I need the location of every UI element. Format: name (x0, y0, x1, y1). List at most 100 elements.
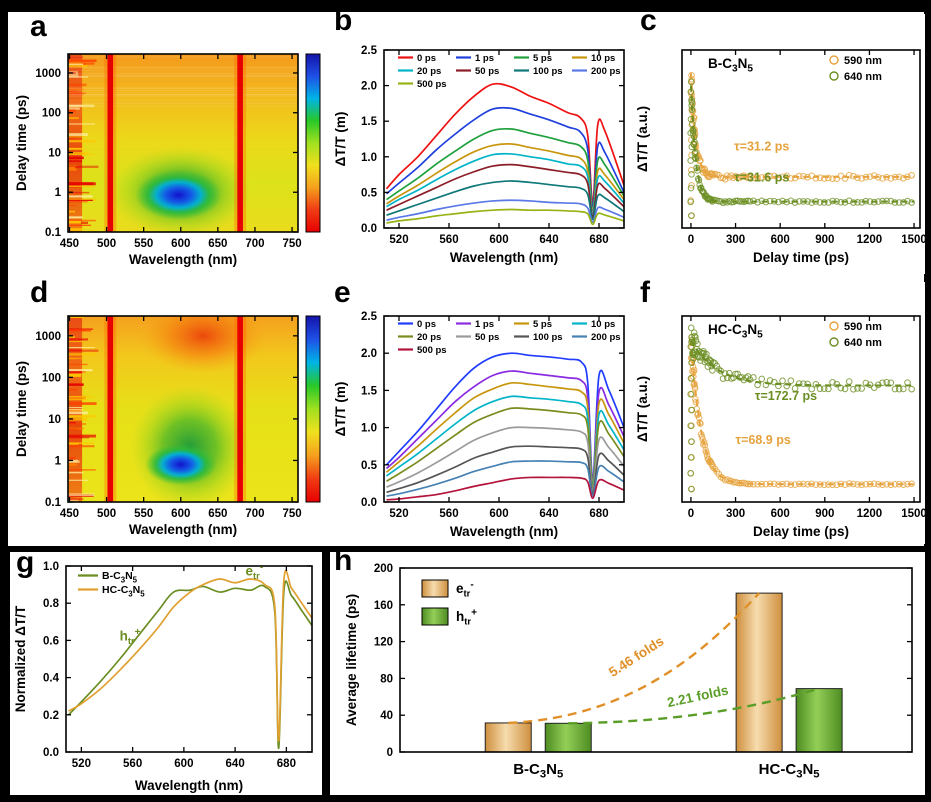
svg-text:200: 200 (374, 563, 393, 575)
svg-text:500: 500 (97, 508, 116, 520)
svg-text:500: 500 (97, 238, 116, 250)
svg-text:200 ps: 200 ps (591, 332, 621, 343)
svg-text:0.6: 0.6 (43, 635, 59, 647)
svg-text:450: 450 (60, 238, 79, 250)
svg-text:1000: 1000 (35, 68, 61, 80)
svg-text:750: 750 (282, 508, 301, 520)
svg-text:2.21 folds: 2.21 folds (666, 683, 730, 711)
svg-text:600: 600 (174, 758, 193, 770)
svg-text:600: 600 (171, 508, 190, 520)
svg-text:HC-C3N5: HC-C3N5 (708, 322, 763, 341)
svg-text:100: 100 (42, 372, 61, 384)
svg-text:Normalized ΔT/T: Normalized ΔT/T (13, 605, 28, 712)
panel-label-a: a (30, 10, 47, 43)
svg-text:640 nm: 640 nm (844, 337, 882, 349)
svg-text:10 ps: 10 ps (591, 319, 615, 330)
svg-text:0.0: 0.0 (43, 747, 59, 759)
svg-text:900: 900 (815, 508, 834, 520)
svg-text:Wavelength (nm): Wavelength (nm) (450, 250, 558, 265)
svg-text:etr-: etr- (245, 562, 263, 582)
svg-text:1.5: 1.5 (361, 385, 378, 397)
svg-text:ΔT/T (a.u.): ΔT/T (a.u.) (635, 376, 650, 442)
svg-text:0: 0 (387, 747, 393, 759)
svg-text:1500: 1500 (901, 234, 925, 246)
svg-text:640: 640 (226, 758, 245, 770)
panel-label-b: b (334, 4, 353, 37)
svg-text:2.0: 2.0 (361, 348, 377, 360)
svg-text:τ=31.6 ps: τ=31.6 ps (734, 171, 789, 185)
svg-text:2.5: 2.5 (361, 311, 378, 323)
svg-text:100: 100 (42, 108, 61, 120)
svg-text:1500: 1500 (901, 508, 925, 520)
panel-c: τ=31.2 ps τ=31.6 ps 0 300 600 900 1200 1500 Dela… (632, 14, 925, 274)
svg-text:640: 640 (539, 508, 558, 520)
svg-text:1: 1 (55, 455, 62, 467)
heatmap-b-c3n5-chart: 450 500 550 600 650 700 750 0.1 1 10 100 1000 Wavele… (14, 53, 321, 267)
svg-text:750: 750 (282, 238, 301, 250)
svg-text:300: 300 (726, 234, 745, 246)
panel-label-h: h (334, 544, 353, 577)
svg-text:Wavelength (nm): Wavelength (nm) (135, 778, 243, 793)
normalized-spectra-chart: 520 560 600 640 680 0.0 0.2 0.4 0.6 0.8 1.0 Wavelen… (13, 561, 313, 793)
svg-text:520: 520 (389, 234, 408, 246)
svg-text:1.5: 1.5 (361, 116, 378, 128)
panel-label-c: c (640, 4, 657, 37)
svg-text:40: 40 (380, 710, 393, 722)
svg-text:900: 900 (815, 234, 834, 246)
svg-text:0.1: 0.1 (45, 227, 62, 239)
svg-text:B-C3N5: B-C3N5 (513, 761, 563, 781)
svg-text:1000: 1000 (35, 331, 61, 343)
svg-text:τ=68.9 ps: τ=68.9 ps (736, 433, 791, 447)
svg-text:1.0: 1.0 (43, 561, 59, 573)
svg-text:htr+: htr+ (120, 627, 141, 647)
svg-text:100 ps: 100 ps (533, 332, 563, 343)
svg-text:20 ps: 20 ps (417, 66, 441, 77)
svg-text:590 nm: 590 nm (844, 321, 882, 333)
svg-text:0 ps: 0 ps (417, 53, 436, 64)
svg-text:B-C3N5: B-C3N5 (708, 56, 753, 75)
svg-text:Delay time (ps): Delay time (ps) (753, 250, 849, 265)
svg-text:0 ps: 0 ps (417, 319, 436, 330)
svg-text:0.4: 0.4 (43, 673, 60, 685)
svg-text:0.5: 0.5 (361, 187, 378, 199)
svg-text:500 ps: 500 ps (417, 345, 447, 356)
panel-a: 450 500 550 600 650 700 750 0.1 1 10 100 1000 Wavele… (10, 14, 330, 274)
panel-h: 5.46 folds 2.21 folds 0 40 80 120 160 200 Averag… (330, 552, 925, 795)
svg-text:600: 600 (489, 508, 508, 520)
svg-text:640: 640 (539, 234, 558, 246)
svg-text:1 ps: 1 ps (475, 319, 494, 330)
svg-text:1.0: 1.0 (361, 152, 377, 164)
svg-text:560: 560 (439, 508, 458, 520)
svg-text:2.5: 2.5 (361, 45, 378, 57)
svg-text:160: 160 (374, 600, 393, 612)
svg-text:50 ps: 50 ps (475, 332, 499, 343)
heatmap-hc-c3n5-chart: 450 500 550 600 650 700 750 0.1 1 10 100 1000 Wavele… (14, 315, 321, 537)
svg-text:B-C3N5: B-C3N5 (102, 570, 138, 585)
svg-text:τ=172.7 ps: τ=172.7 ps (755, 389, 817, 403)
svg-text:500 ps: 500 ps (417, 79, 447, 90)
svg-text:590 nm: 590 nm (844, 55, 882, 67)
svg-text:520: 520 (72, 758, 91, 770)
kinetics-hc-c3n5-chart: τ=68.9 ps τ=172.7 ps 0 300 600 900 1200 1500 Del… (635, 315, 925, 539)
svg-text:600: 600 (489, 234, 508, 246)
svg-text:Wavelength (nm): Wavelength (nm) (450, 524, 558, 539)
svg-text:0: 0 (688, 508, 694, 520)
svg-text:10 ps: 10 ps (591, 53, 615, 64)
svg-text:680: 680 (277, 758, 296, 770)
panel-b: 520 560 600 640 680 0.0 0.5 1.0 1.5 2.0 2.5 Wavelen… (330, 14, 632, 274)
svg-text:Delay time (ps): Delay time (ps) (14, 361, 29, 457)
kinetics-b-c3n5-chart: τ=31.2 ps τ=31.6 ps 0 300 600 900 1200 1500 Dela… (635, 49, 925, 265)
svg-text:1 ps: 1 ps (475, 53, 494, 64)
svg-text:680: 680 (589, 508, 608, 520)
svg-text:560: 560 (123, 758, 142, 770)
svg-text:htr+: htr+ (456, 608, 477, 628)
spectra-hc-c3n5-chart: 520 560 600 640 680 0.0 0.5 1.0 1.5 2.0 2.5 Wavelen… (333, 311, 625, 539)
panel-label-f: f (640, 276, 650, 309)
svg-text:5 ps: 5 ps (533, 319, 552, 330)
svg-text:0.1: 0.1 (45, 497, 62, 509)
svg-text:640 nm: 640 nm (844, 71, 882, 83)
panel-e: 520 560 600 640 680 0.0 0.5 1.0 1.5 2.0 2.5 Wavelen… (330, 282, 632, 544)
svg-text:Delay time (ps): Delay time (ps) (14, 95, 29, 191)
svg-text:680: 680 (589, 234, 608, 246)
svg-text:560: 560 (439, 234, 458, 246)
